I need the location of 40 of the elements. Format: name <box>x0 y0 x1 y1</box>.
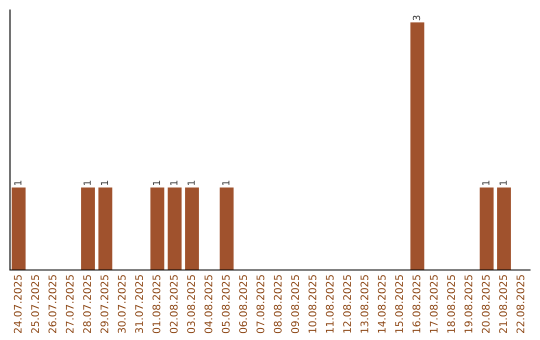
x-tick-label: 10.08.2025 <box>308 275 316 333</box>
x-tick-label: 09.08.2025 <box>291 275 300 334</box>
x-tick-label: 02.08.2025 <box>170 275 178 334</box>
x-tick-label: 26.07.2025 <box>48 275 56 334</box>
data-label: 1 <box>100 180 108 186</box>
data-label: 3 <box>412 16 420 20</box>
x-tick-label: 03.08.2025 <box>187 275 196 334</box>
x-tick-label: 15.08.2025 <box>395 275 404 333</box>
data-label: 1 <box>482 180 490 186</box>
x-tick-label: 12.08.2025 <box>343 275 352 333</box>
x-tick-label: 22.08.2025 <box>516 275 524 334</box>
x-tick-label: 16.08.2025 <box>412 275 420 333</box>
data-label: 1 <box>500 180 507 186</box>
x-tick-label: 18.08.2025 <box>447 275 456 333</box>
x-tick-label: 30.07.2025 <box>118 275 126 334</box>
x-tick-label: 13.08.2025 <box>360 275 368 333</box>
data-label: 1 <box>222 180 230 186</box>
x-tick-label: 20.08.2025 <box>482 275 490 334</box>
data-label: 1 <box>170 180 178 186</box>
x-tick-label: 19.08.2025 <box>464 275 472 333</box>
x-tick-label: 08.08.2025 <box>274 275 282 334</box>
data-label: 1 <box>84 180 91 186</box>
x-tick-label: 04.08.2025 <box>204 275 212 334</box>
x-tick-label: 24.07.2025 <box>14 275 22 334</box>
x-tick-label: 31.07.2025 <box>135 275 144 334</box>
x-tick-label: 27.07.2025 <box>66 275 74 334</box>
x-tick-label: 17.08.2025 <box>430 275 438 333</box>
data-label: 1 <box>152 180 160 186</box>
x-tick-label: 07.08.2025 <box>256 275 264 334</box>
x-tick-label: 11.08.2025 <box>326 275 334 333</box>
x-tick-label: 06.08.2025 <box>239 275 248 334</box>
x-tick-label: 05.08.2025 <box>222 275 230 334</box>
x-tick-label: 21.08.2025 <box>499 275 508 334</box>
x-tick-label: 28.07.2025 <box>83 275 92 334</box>
x-tick-label: 25.07.2025 <box>31 275 40 334</box>
data-label: 1 <box>188 180 195 186</box>
x-tick-label: 14.08.2025 <box>378 275 386 333</box>
x-tick-label: 01.08.2025 <box>152 275 160 334</box>
data-label: 1 <box>14 180 22 186</box>
x-tick-label: 29.07.2025 <box>100 275 108 334</box>
